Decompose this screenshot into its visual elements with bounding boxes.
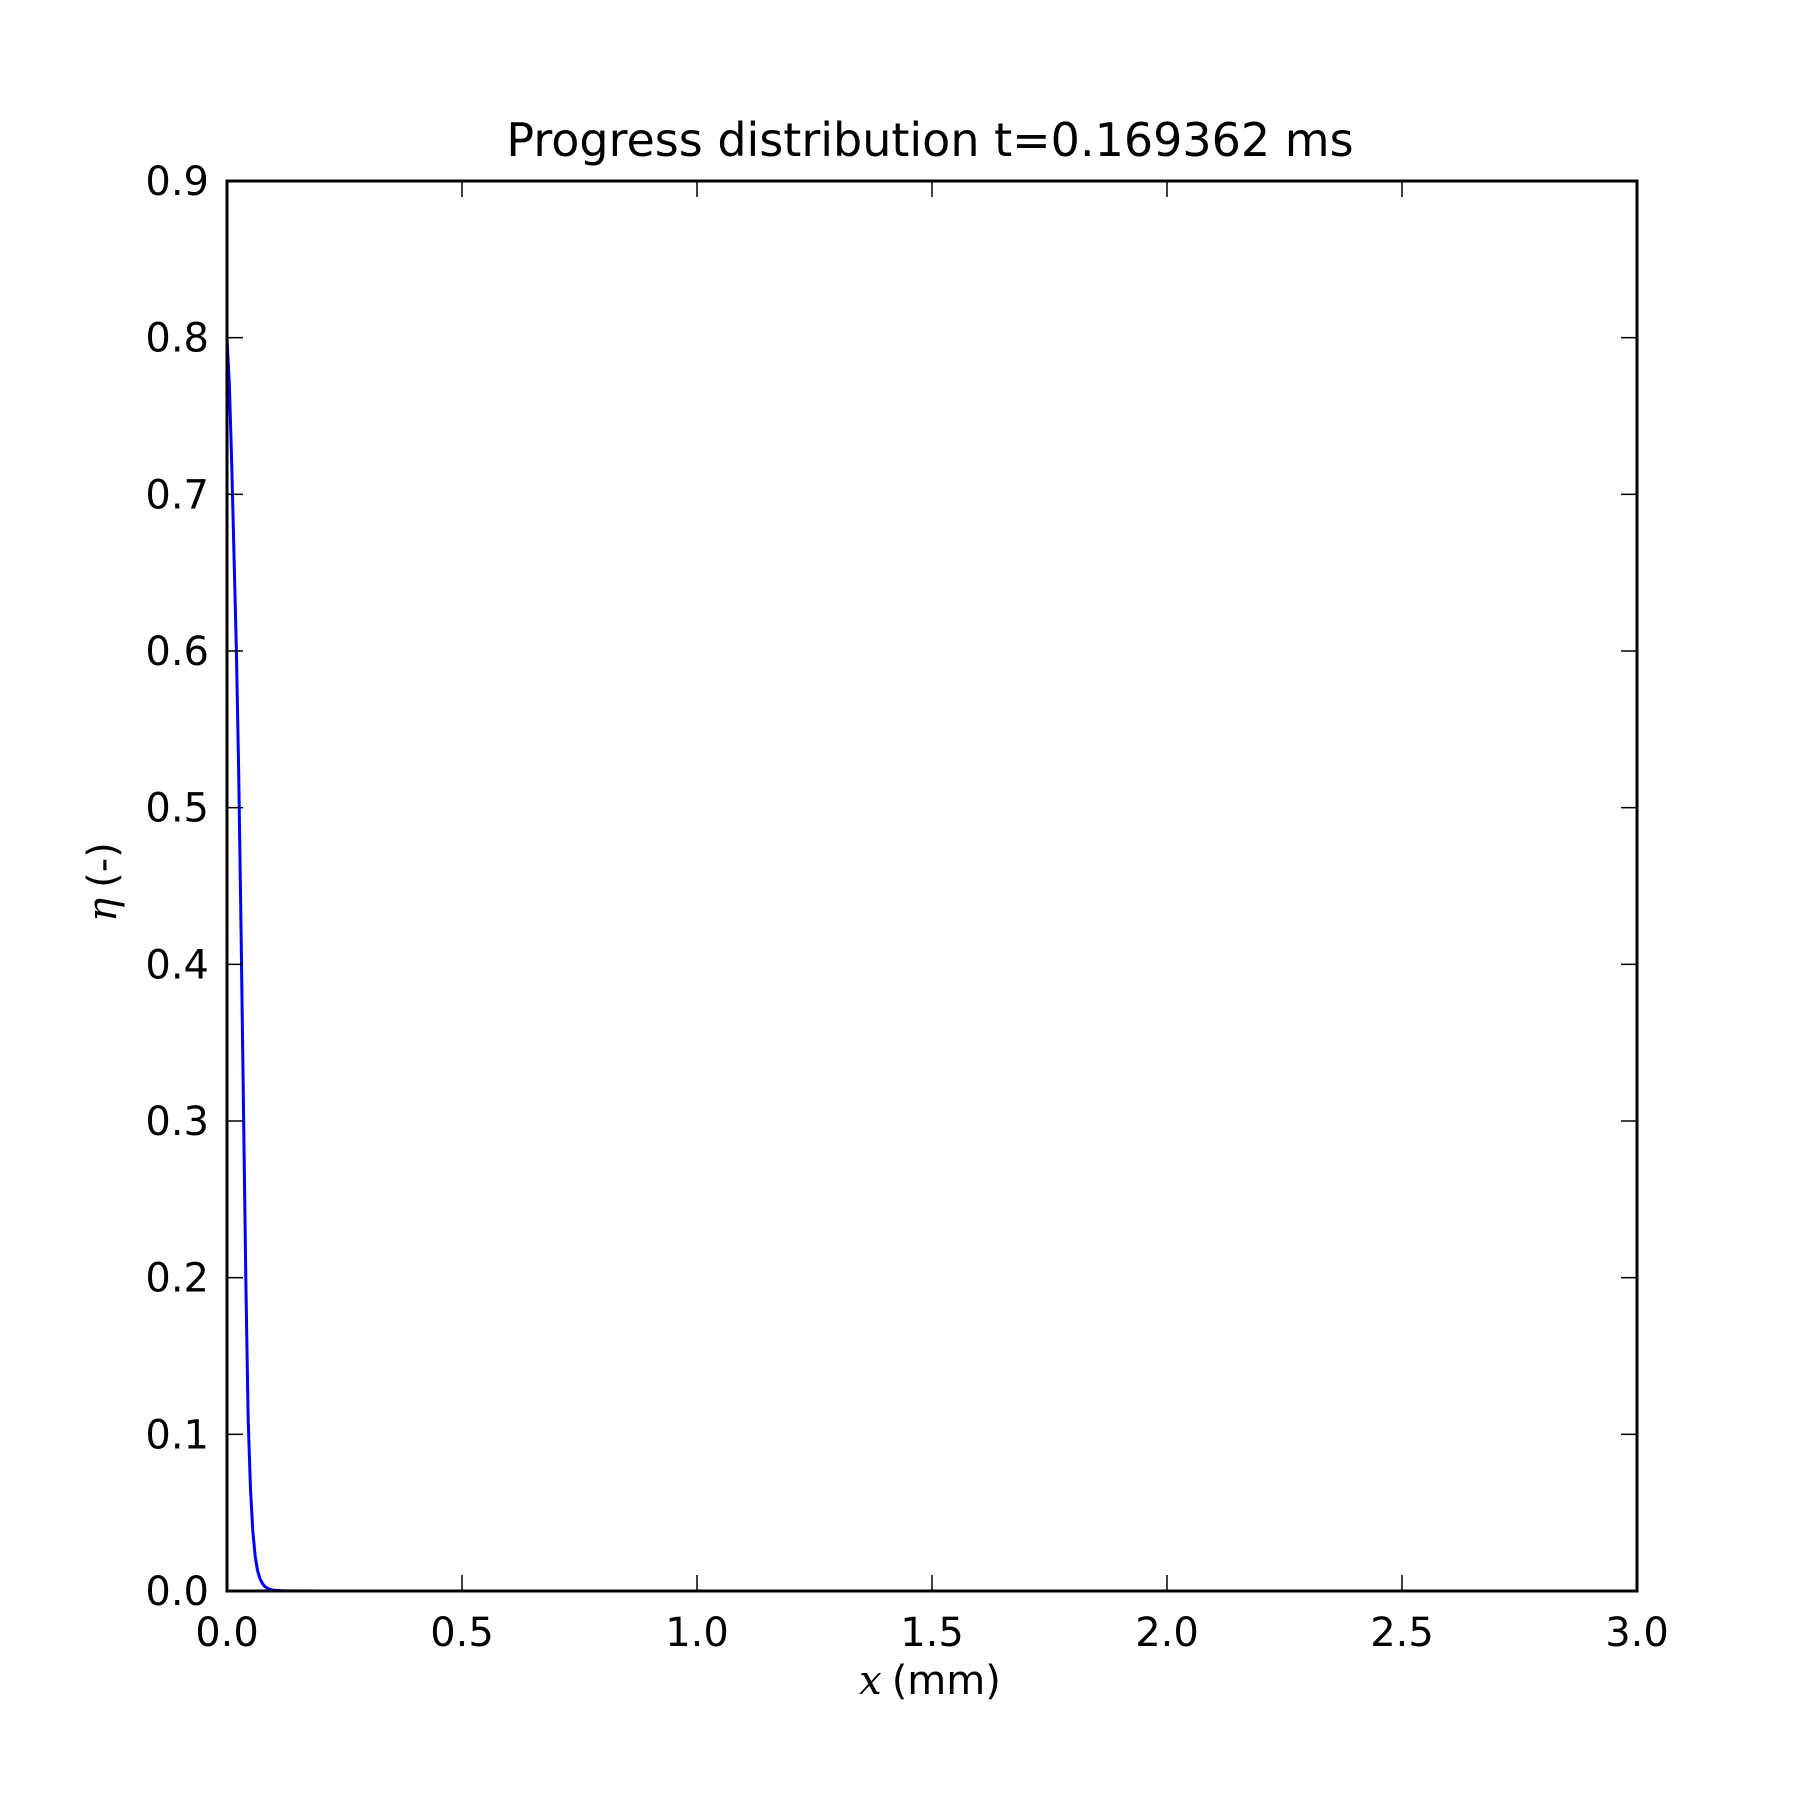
- x-tick-label-4: 2.0: [1135, 1610, 1199, 1656]
- x-tick-label-6: 3.0: [1605, 1610, 1669, 1656]
- chart-title: Progress distribution t=0.169362 ms: [506, 113, 1353, 167]
- y-tick-label-5: 0.5: [145, 786, 209, 832]
- y-tick-label-9: 0.9: [145, 159, 209, 205]
- y-tick-label-0: 0.0: [145, 1569, 209, 1615]
- x-axis-ticks: 0.0 0.5 1.0 1.5 2.0 2.5 3.0: [195, 181, 1669, 1656]
- x-tick-label-5: 2.5: [1370, 1610, 1434, 1656]
- x-axis-label: x (mm): [859, 1658, 1001, 1704]
- y-tick-label-2: 0.2: [145, 1256, 209, 1302]
- y-tick-label-4: 0.4: [145, 942, 209, 988]
- plot-area: [225, 179, 1639, 1593]
- plot-frame: [225, 179, 1639, 1593]
- y-tick-label-8: 0.8: [145, 316, 209, 362]
- x-tick-label-1: 0.5: [430, 1610, 494, 1656]
- y-tick-label-3: 0.3: [145, 1099, 209, 1145]
- series-line-1: [225, 336, 1639, 1593]
- y-axis-label-symbol: η: [80, 898, 126, 922]
- y-tick-label-7: 0.7: [145, 472, 209, 518]
- x-axis-label-unit: (mm): [892, 1658, 1001, 1704]
- x-tick-label-2: 1.0: [665, 1610, 729, 1656]
- y-axis-label: η (-): [80, 842, 126, 922]
- x-tick-label-0: 0.0: [195, 1610, 259, 1656]
- x-tick-label-3: 1.5: [900, 1610, 964, 1656]
- y-axis-label-unit: (-): [80, 842, 126, 888]
- x-axis-label-symbol: x: [859, 1658, 882, 1704]
- y-tick-label-6: 0.6: [145, 629, 209, 675]
- y-axis-ticks: 0.0 0.1 0.2 0.3 0.4 0.5 0.6 0.7 0.8 0.9: [145, 159, 1637, 1615]
- y-tick-label-1: 0.1: [145, 1412, 209, 1458]
